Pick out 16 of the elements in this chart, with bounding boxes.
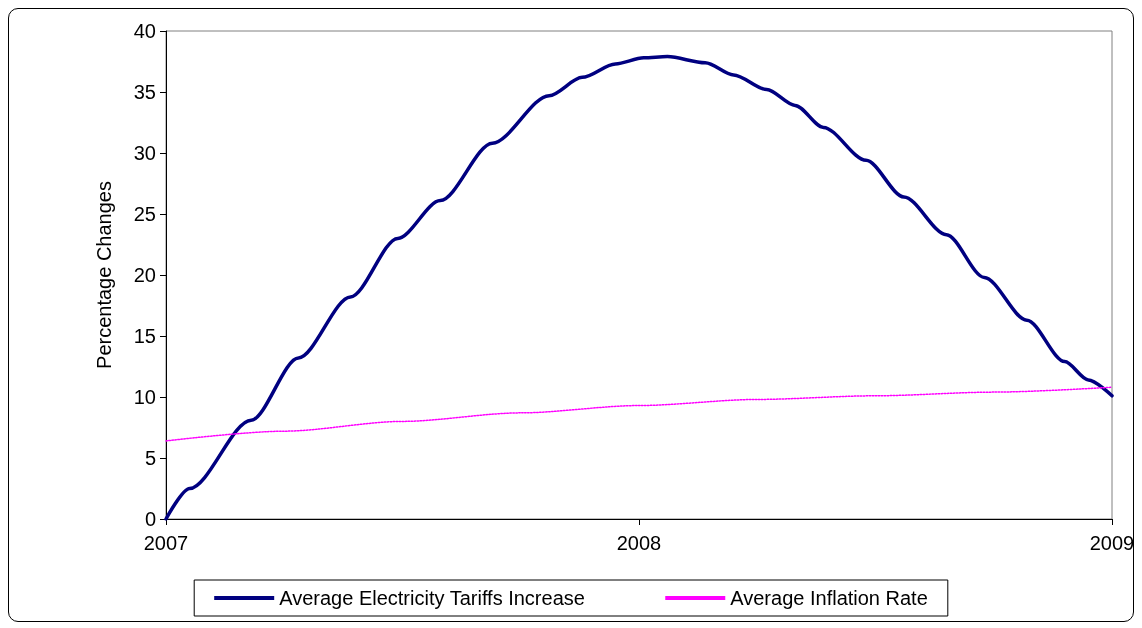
- line-series: [165, 386, 1113, 442]
- x-tick-label: 2007: [143, 532, 189, 554]
- y-tick-label: 5: [144, 447, 156, 469]
- y-tick-label: 30: [133, 142, 156, 164]
- legend-label: Average Inflation Rate: [730, 587, 928, 609]
- y-tick-label: 20: [133, 264, 156, 286]
- y-tick-label: 25: [133, 203, 156, 225]
- legend-label: Average Electricity Tariffs Increase: [279, 587, 585, 609]
- x-tick-label: 2008: [616, 532, 662, 554]
- y-tick-label: 40: [133, 20, 156, 42]
- y-tick-label: 0: [144, 508, 156, 530]
- y-tick-label: 35: [133, 81, 156, 103]
- y-tick-label: 10: [133, 386, 156, 408]
- x-tick-label: 2009: [1089, 532, 1135, 554]
- y-axis-title: Percentage Changes: [93, 181, 115, 369]
- y-tick-label: 15: [133, 325, 156, 347]
